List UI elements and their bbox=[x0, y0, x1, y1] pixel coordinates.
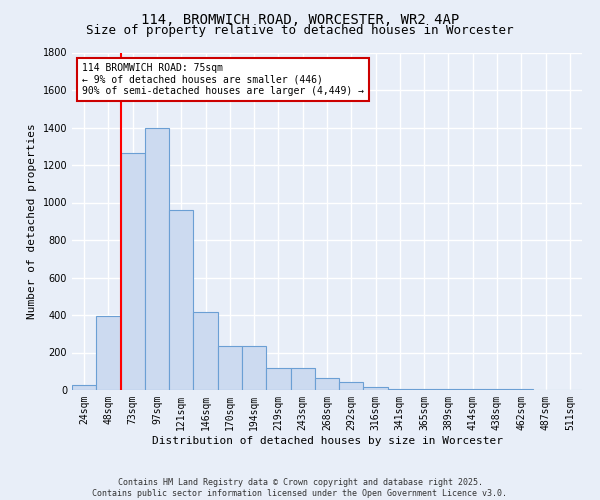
Bar bbox=[145, 128, 169, 390]
Bar bbox=[364, 387, 388, 390]
Bar bbox=[290, 368, 315, 390]
X-axis label: Distribution of detached houses by size in Worcester: Distribution of detached houses by size … bbox=[151, 436, 503, 446]
Y-axis label: Number of detached properties: Number of detached properties bbox=[27, 124, 37, 319]
Text: Size of property relative to detached houses in Worcester: Size of property relative to detached ho… bbox=[86, 24, 514, 37]
Bar bbox=[242, 346, 266, 390]
Bar bbox=[121, 153, 145, 390]
Bar bbox=[218, 346, 242, 390]
Bar bbox=[72, 386, 96, 390]
Bar bbox=[388, 389, 412, 390]
Bar bbox=[412, 389, 436, 390]
Bar bbox=[436, 389, 461, 390]
Bar bbox=[96, 316, 121, 390]
Text: Contains HM Land Registry data © Crown copyright and database right 2025.
Contai: Contains HM Land Registry data © Crown c… bbox=[92, 478, 508, 498]
Bar bbox=[266, 368, 290, 390]
Bar bbox=[193, 312, 218, 390]
Bar bbox=[315, 378, 339, 390]
Bar bbox=[169, 210, 193, 390]
Text: 114 BROMWICH ROAD: 75sqm
← 9% of detached houses are smaller (446)
90% of semi-d: 114 BROMWICH ROAD: 75sqm ← 9% of detache… bbox=[82, 62, 364, 96]
Bar bbox=[339, 382, 364, 390]
Text: 114, BROMWICH ROAD, WORCESTER, WR2 4AP: 114, BROMWICH ROAD, WORCESTER, WR2 4AP bbox=[141, 12, 459, 26]
